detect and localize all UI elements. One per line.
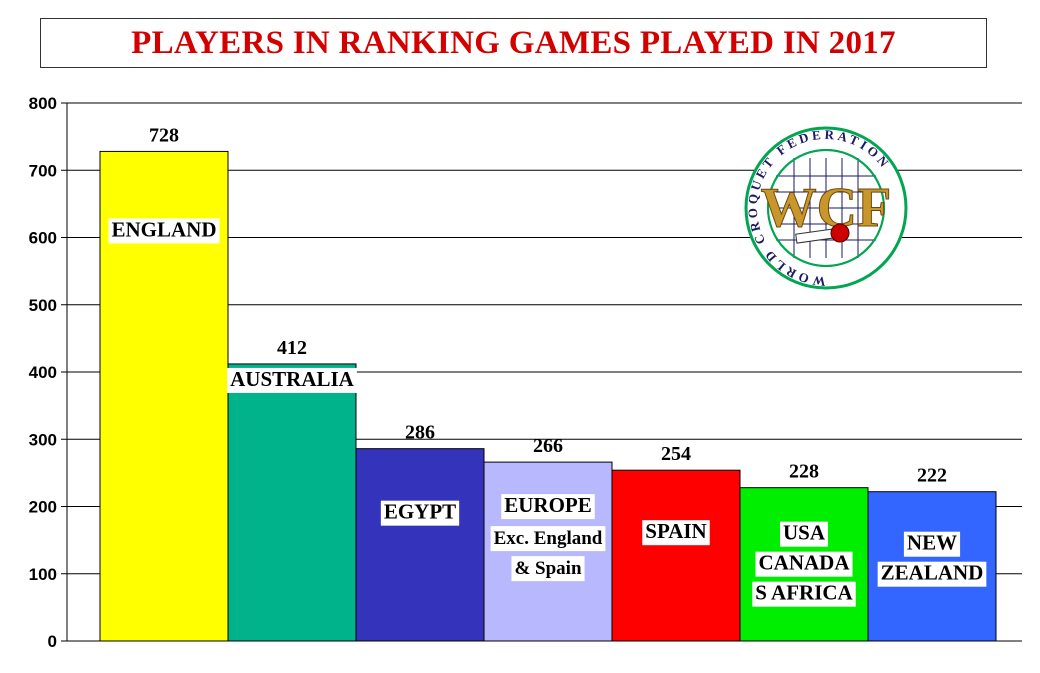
category-label-bg — [642, 520, 710, 546]
bar — [355, 448, 485, 642]
category-label-bg — [108, 218, 220, 244]
labels: 728 412 286 266 254 228 222 ENGLAND AUSTRALIA EGY… — [108, 124, 987, 607]
category-label-bg — [511, 556, 585, 582]
bar — [483, 461, 613, 642]
category-label-bg — [227, 367, 357, 393]
category-label: NEW — [907, 531, 957, 555]
bar — [611, 469, 741, 642]
category-label-bg — [490, 526, 606, 552]
category-label: USA — [783, 521, 826, 545]
y-tick-label: 200 — [29, 498, 57, 517]
y-tick-label: 300 — [29, 430, 57, 449]
y-tick-label: 600 — [29, 229, 57, 248]
category-label: SPAIN — [645, 519, 706, 543]
category-label-bg — [877, 561, 987, 587]
bar — [227, 363, 357, 642]
category-label: Exc. England — [494, 528, 603, 549]
logo-ring-inner-edge — [767, 149, 885, 267]
y-tick-label: 400 — [29, 363, 57, 382]
category-label-bg — [501, 494, 595, 520]
category-label: S AFRICA — [755, 581, 853, 605]
category-label: EUROPE — [504, 493, 592, 517]
category-label-bg — [755, 551, 853, 577]
category-label: AUSTRALIA — [230, 367, 355, 391]
category-label-bg — [903, 531, 961, 557]
category-label: ENGLAND — [111, 217, 216, 241]
logo-letters: WCF — [761, 177, 892, 239]
value-label: 286 — [405, 422, 435, 444]
category-label-bg — [380, 500, 460, 526]
value-label: 266 — [533, 435, 563, 457]
value-label: 254 — [661, 443, 691, 465]
category-label-bg — [779, 521, 829, 547]
y-tick-label: 700 — [29, 161, 57, 180]
y-tick-label: 0 — [48, 632, 57, 651]
category-label: & Spain — [514, 558, 581, 579]
y-tick-label: 100 — [29, 565, 57, 584]
category-label-bg — [752, 581, 856, 607]
value-label: 228 — [789, 461, 819, 483]
y-tick-label: 500 — [29, 296, 57, 315]
value-label: 412 — [277, 337, 307, 359]
category-label: EGYPT — [384, 500, 456, 524]
value-label: 222 — [917, 465, 947, 487]
logo-ball — [830, 223, 850, 243]
category-label: ZEALAND — [881, 561, 984, 585]
category-label: CANADA — [759, 551, 851, 575]
chart-title: PLAYERS IN RANKING GAMES PLAYED IN 2017 — [40, 18, 987, 68]
value-label: 728 — [149, 124, 179, 146]
y-tick-label: 800 — [29, 94, 57, 113]
